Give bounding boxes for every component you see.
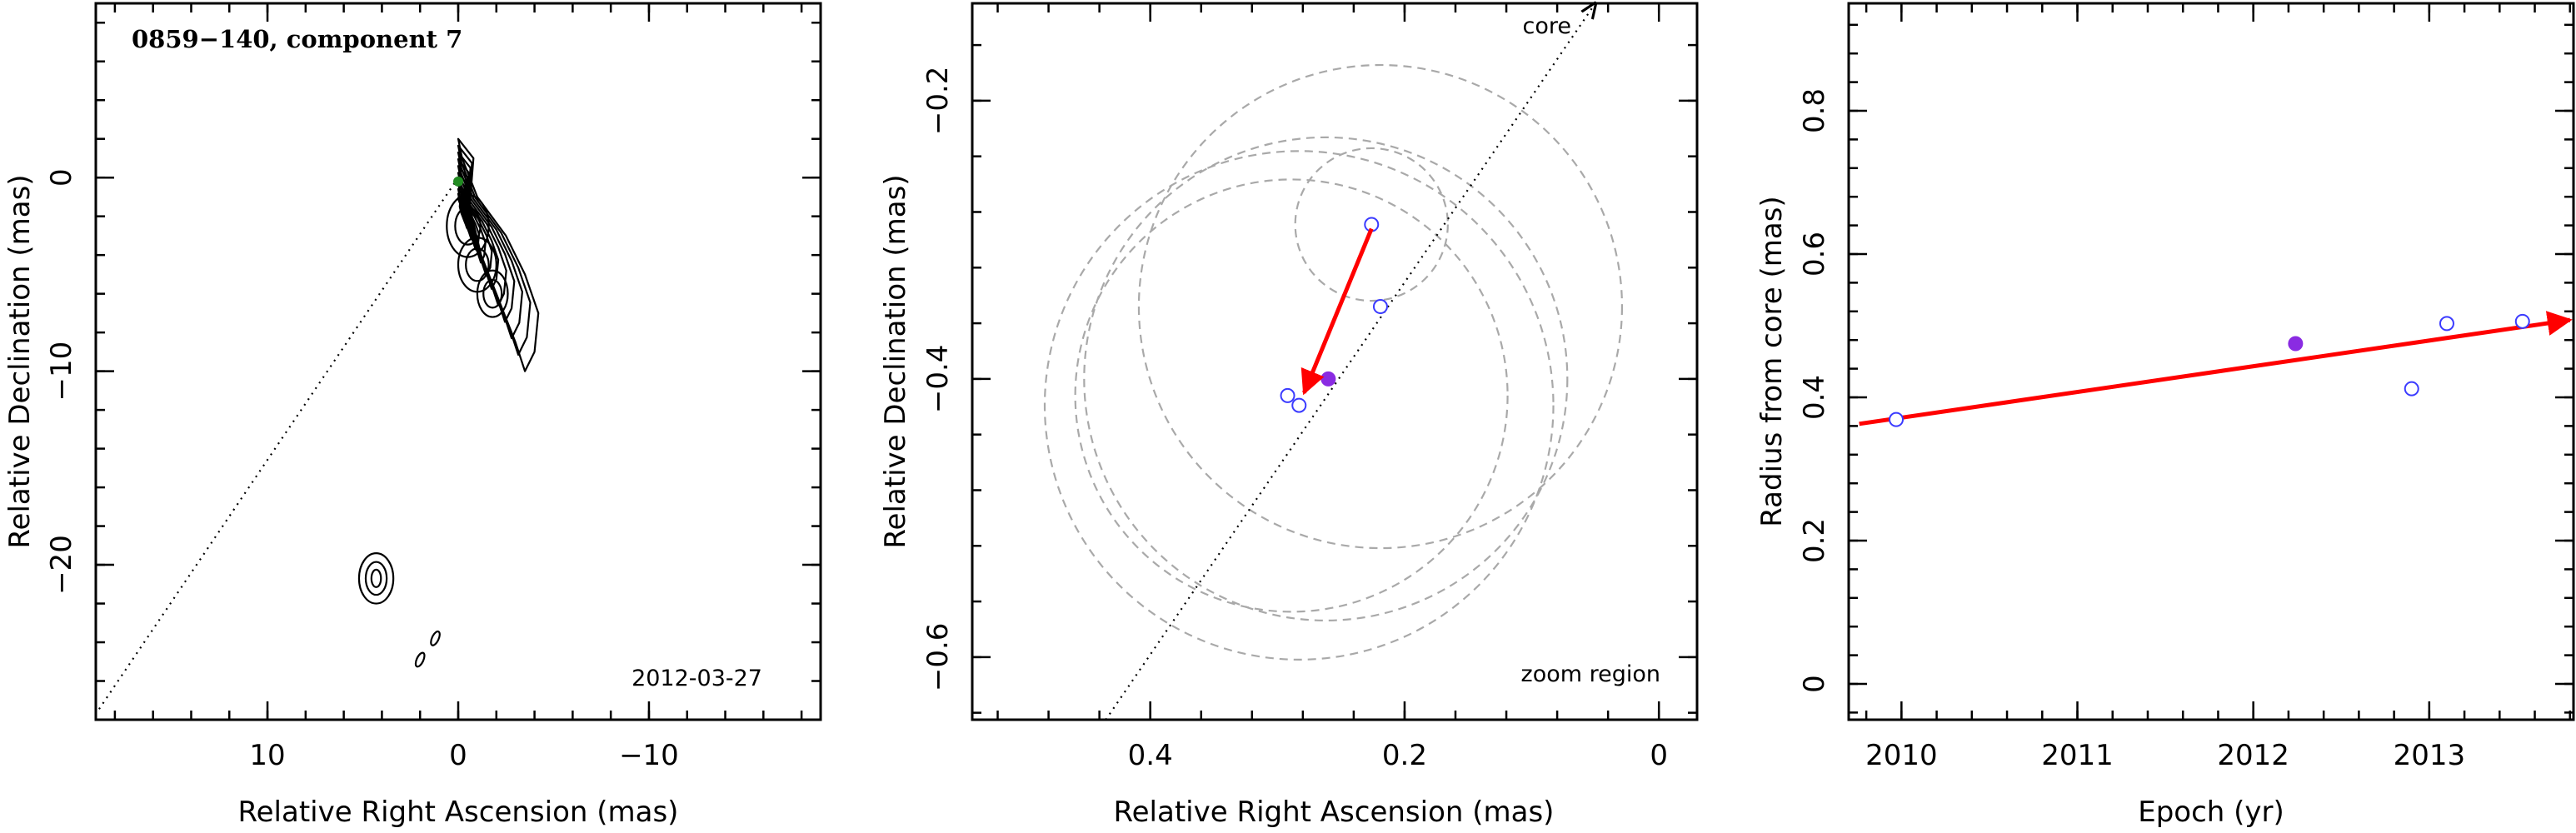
panel1-y-tick-label: −10 bbox=[45, 342, 78, 402]
panel1-x-tick-label: 10 bbox=[249, 739, 285, 772]
panel2-x-tick-label: 0.2 bbox=[1382, 739, 1427, 772]
panel3-x-tick-label: 2011 bbox=[2041, 739, 2114, 772]
jet-knot-contour bbox=[482, 278, 503, 309]
panel2-core-line bbox=[1105, 3, 1595, 721]
knot-contour bbox=[430, 630, 441, 646]
open-point bbox=[1280, 387, 1295, 403]
error-circle bbox=[1083, 136, 1569, 621]
panel1-ticks: 10 0 −10 0 −10 −20 bbox=[45, 3, 821, 772]
panel3-points bbox=[1889, 313, 2530, 427]
knot-contour bbox=[414, 651, 426, 668]
panel1-y-tick-label: 0 bbox=[45, 168, 78, 187]
panel-contour-map: 10 0 −10 0 −10 −20 0859−140, component 7 2012… bbox=[3, 2, 822, 829]
panel3-y-tick-label: 0.2 bbox=[1798, 518, 1831, 563]
panel2-zoom-label: zoom region bbox=[1521, 661, 1660, 687]
panel2-x-axis-title: Relative Right Ascension (mas) bbox=[1114, 796, 1555, 829]
panel1-y-tick-label: −20 bbox=[45, 535, 78, 595]
panel1-title: 0859−140, component 7 bbox=[132, 25, 462, 53]
blob-contour bbox=[364, 561, 388, 596]
jet-knot-contour bbox=[454, 206, 482, 246]
open-point bbox=[1291, 397, 1307, 413]
panel-zoom-region: 0.4 0.2 0 −0.2 −0.4 −0.6 core zoom region Rel… bbox=[879, 2, 1699, 829]
panel1-x-tick-label: 0 bbox=[449, 739, 467, 772]
panel2-x-tick-label: 0 bbox=[1650, 739, 1668, 772]
error-circle bbox=[1137, 63, 1624, 550]
open-point bbox=[1889, 412, 1905, 427]
panel1-frame bbox=[94, 2, 822, 721]
panel3-y-tick-label: 0 bbox=[1798, 675, 1831, 693]
filled-point bbox=[1320, 371, 1336, 387]
panel2-error-circles bbox=[1043, 63, 1624, 661]
panel-radius-epoch: 2010 2011 2012 2013 0 0.2 0.4 0.6 0.8 Epoch (yr)… bbox=[1755, 2, 2575, 829]
blob-contour bbox=[370, 568, 382, 588]
jet-knot-contour bbox=[476, 269, 509, 318]
panel1-x-tick-label: −10 bbox=[619, 739, 679, 772]
panel3-trend-vector bbox=[1859, 311, 2573, 426]
panel3-x-tick-label: 2012 bbox=[2217, 739, 2289, 772]
panel3-y-tick-label: 0.8 bbox=[1798, 88, 1831, 133]
panel3-y-tick-label: 0.4 bbox=[1798, 375, 1831, 420]
jet-contour bbox=[457, 137, 540, 372]
error-circle bbox=[1043, 150, 1555, 661]
panel2-core-label: core bbox=[1523, 13, 1571, 39]
panel3-frame bbox=[1847, 2, 2575, 721]
panel3-x-tick-label: 2013 bbox=[2394, 739, 2466, 772]
jet-knot-contour bbox=[465, 247, 490, 282]
open-point bbox=[2439, 316, 2454, 332]
panel1-core-marker bbox=[453, 176, 463, 187]
panel1-date-label: 2012-03-27 bbox=[632, 666, 762, 691]
open-point bbox=[2514, 313, 2530, 329]
open-point bbox=[1372, 299, 1388, 315]
panel2-x-tick-label: 0.4 bbox=[1128, 739, 1173, 772]
panel2-motion-vector bbox=[1300, 227, 1374, 396]
panel2-points bbox=[1280, 217, 1388, 413]
blob-contour bbox=[357, 552, 395, 605]
jet-contour bbox=[457, 158, 516, 323]
panel3-ticks: 2010 2011 2012 2013 0 0.2 0.4 0.6 0.8 bbox=[1798, 3, 2574, 772]
panel2-y-axis-title: Relative Declination (mas) bbox=[879, 174, 912, 548]
panel3-x-tick-label: 2010 bbox=[1865, 739, 1938, 772]
panel2-frame bbox=[971, 2, 1699, 721]
error-circle bbox=[1294, 147, 1449, 302]
panel2-y-tick-label: −0.6 bbox=[921, 623, 955, 692]
jet-contour bbox=[457, 197, 470, 229]
filled-point bbox=[2288, 336, 2304, 352]
panel3-y-axis-title: Radius from core (mas) bbox=[1755, 196, 1789, 526]
panel3-x-axis-title: Epoch (yr) bbox=[2138, 796, 2284, 829]
open-point bbox=[2404, 381, 2419, 397]
panel2-ticks: 0.4 0.2 0 −0.2 −0.4 −0.6 bbox=[921, 3, 1697, 772]
panel1-core-line bbox=[95, 177, 459, 715]
panel2-y-tick-label: −0.4 bbox=[921, 345, 955, 414]
panel3-y-tick-label: 0.6 bbox=[1798, 232, 1831, 277]
panel2-y-tick-label: −0.2 bbox=[921, 67, 955, 136]
panel1-y-axis-title: Relative Declination (mas) bbox=[3, 174, 37, 548]
panel1-contours bbox=[357, 137, 540, 668]
panel1-x-axis-title: Relative Right Ascension (mas) bbox=[238, 796, 679, 829]
